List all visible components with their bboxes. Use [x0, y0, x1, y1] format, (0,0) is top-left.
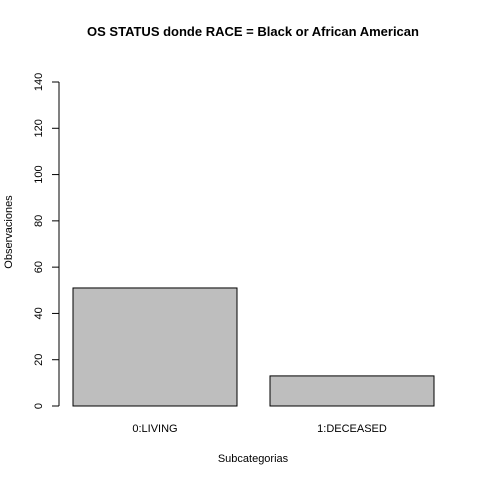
y-tick-label: 100 — [33, 165, 45, 183]
y-tick-label: 120 — [33, 119, 45, 137]
x-tick-labels: 0:LIVING 1:DECEASED — [132, 423, 387, 435]
y-tick-label: 20 — [33, 354, 45, 366]
y-tick-label: 40 — [33, 307, 45, 319]
y-tick-label: 0 — [33, 403, 45, 409]
y-tick-label: 140 — [33, 73, 45, 91]
bar-0-living — [72, 287, 238, 407]
chart-title: OS STATUS donde RACE = Black or African … — [87, 24, 419, 39]
y-axis-label: Observaciones — [3, 195, 15, 269]
x-tick-label: 0:LIVING — [132, 423, 177, 435]
y-axis: 0 20 40 60 80 100 120 140 — [33, 73, 60, 409]
x-tick-label: 1:DECEASED — [317, 423, 387, 435]
y-tick-label: 80 — [33, 215, 45, 227]
bars-group — [72, 287, 435, 407]
y-tick-label: 60 — [33, 261, 45, 273]
x-axis-label: Subcategorias — [218, 453, 289, 465]
bar-1-deceased — [269, 375, 435, 407]
